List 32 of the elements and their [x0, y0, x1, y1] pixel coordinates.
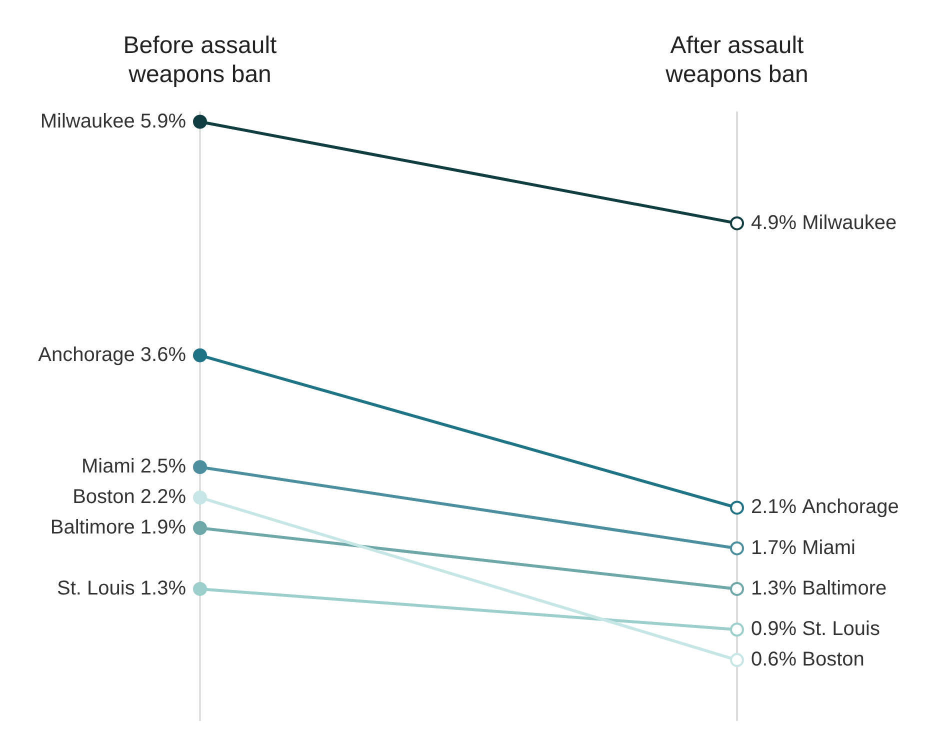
x-tick-label: Before assault weapons ban	[123, 32, 278, 88]
text: Milwaukee	[802, 212, 897, 234]
data-label: 1.7%	[751, 536, 797, 559]
data-label: 2.1%	[751, 496, 797, 518]
data-label: 4.9%	[751, 212, 797, 234]
data-label: 0.6%	[751, 648, 797, 671]
text: Boston	[802, 648, 864, 671]
data-label: 0.9%	[751, 618, 797, 640]
data-label: 1.3%	[140, 577, 186, 600]
text: Miami	[802, 536, 856, 559]
x-tick-label: After assault weapons ban	[664, 32, 808, 88]
text: Anchorage	[802, 496, 899, 518]
point	[193, 348, 207, 362]
data-label: 1.3%	[751, 577, 797, 600]
data-label: 3.6%	[140, 344, 186, 366]
data-label: 5.9%	[140, 110, 186, 132]
text: Anchorage	[38, 344, 135, 366]
data-label: 2.5%	[140, 456, 186, 478]
point	[193, 582, 207, 596]
text: Boston	[72, 486, 135, 508]
text: St. Louis	[802, 618, 880, 640]
point	[193, 460, 207, 474]
text: Baltimore	[802, 577, 887, 600]
text: St. Louis	[57, 577, 135, 600]
data-label: 2.2%	[140, 486, 186, 508]
data-label: 1.9%	[140, 516, 186, 539]
text: Baltimore	[50, 516, 135, 539]
point	[193, 114, 207, 129]
text: Miami	[82, 456, 135, 478]
point	[193, 521, 207, 536]
point	[193, 490, 207, 505]
text: Milwaukee	[40, 110, 135, 132]
